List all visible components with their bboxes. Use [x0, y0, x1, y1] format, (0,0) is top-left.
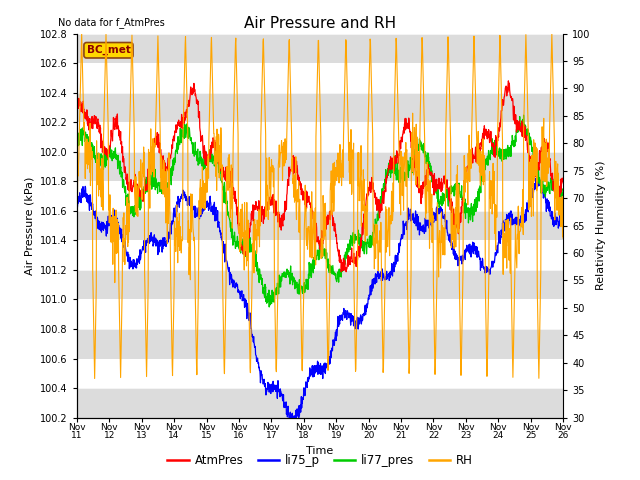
Text: No data for f_AtmPres: No data for f_AtmPres	[58, 17, 164, 28]
Legend: AtmPres, li75_p, li77_pres, RH: AtmPres, li75_p, li77_pres, RH	[163, 449, 477, 472]
Y-axis label: Air Pressure (kPa): Air Pressure (kPa)	[24, 177, 35, 275]
X-axis label: Time: Time	[307, 446, 333, 456]
Text: BC_met: BC_met	[86, 45, 131, 55]
Bar	[77, 388, 563, 418]
Bar	[77, 93, 563, 122]
Bar	[77, 152, 563, 181]
Bar	[77, 34, 563, 63]
Bar	[77, 270, 563, 300]
Title: Air Pressure and RH: Air Pressure and RH	[244, 16, 396, 31]
Bar	[77, 329, 563, 359]
Bar	[77, 211, 563, 240]
Y-axis label: Relativity Humidity (%): Relativity Humidity (%)	[596, 161, 606, 290]
